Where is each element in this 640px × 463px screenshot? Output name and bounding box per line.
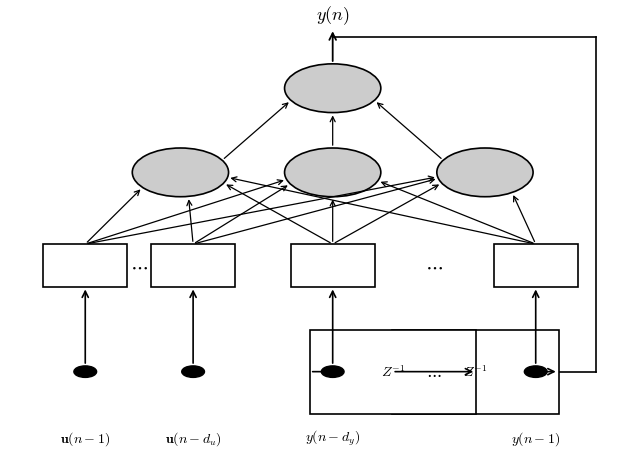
Bar bbox=[291, 244, 374, 287]
Text: $\mathbf{u}(n-d_u)$: $\mathbf{u}(n-d_u)$ bbox=[164, 429, 221, 447]
Bar bbox=[310, 330, 476, 414]
Text: $\cdots$: $\cdots$ bbox=[130, 257, 148, 275]
Bar bbox=[44, 244, 127, 287]
Text: $y(n-1)$: $y(n-1)$ bbox=[511, 429, 560, 447]
Ellipse shape bbox=[74, 366, 97, 378]
Bar bbox=[493, 244, 578, 287]
Text: $\cdots$: $\cdots$ bbox=[426, 363, 442, 381]
Ellipse shape bbox=[285, 65, 381, 113]
Ellipse shape bbox=[182, 366, 205, 378]
Text: $Z^{-1}$: $Z^{-1}$ bbox=[381, 364, 405, 380]
Ellipse shape bbox=[285, 149, 381, 197]
Text: $Z^{-1}$: $Z^{-1}$ bbox=[463, 364, 488, 380]
Text: $\mathbf{u}(n-1)$: $\mathbf{u}(n-1)$ bbox=[60, 429, 110, 447]
Text: $\cdots$: $\cdots$ bbox=[425, 257, 443, 275]
Text: $y(n-d_y)$: $y(n-d_y)$ bbox=[305, 428, 360, 447]
Ellipse shape bbox=[321, 366, 344, 378]
Ellipse shape bbox=[437, 149, 533, 197]
Ellipse shape bbox=[524, 366, 547, 378]
Bar bbox=[392, 330, 559, 414]
Text: $y(n)$: $y(n)$ bbox=[316, 5, 349, 27]
Ellipse shape bbox=[132, 149, 228, 197]
Bar bbox=[151, 244, 235, 287]
